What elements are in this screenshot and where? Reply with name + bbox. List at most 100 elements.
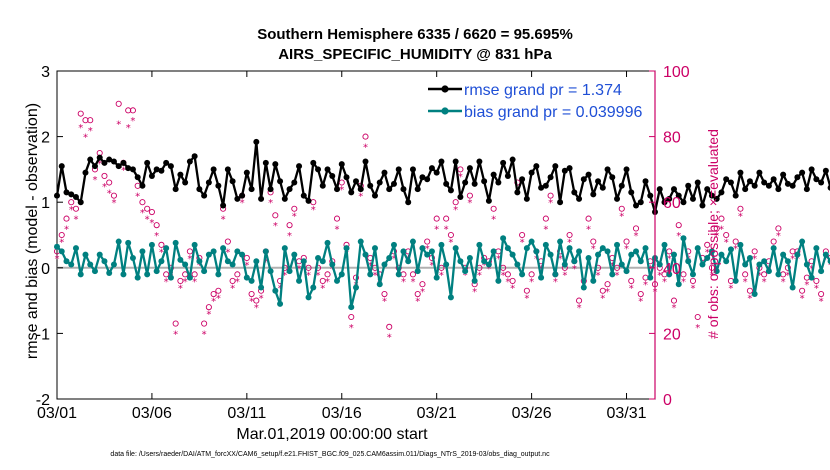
bias-point — [158, 258, 165, 265]
obs-evaluated-point: * — [724, 238, 729, 249]
bias-point — [780, 251, 787, 258]
obs-evaluated-point: * — [88, 126, 93, 137]
rmse-point — [500, 159, 507, 166]
rmse-point — [277, 178, 284, 185]
rmse-point — [485, 197, 492, 204]
rmse-point — [87, 156, 94, 163]
obs-evaluated-point: * — [240, 198, 245, 209]
obs-evaluated-point: * — [244, 261, 249, 272]
obs-possible-point — [628, 277, 635, 284]
obs-evaluated-point: * — [634, 231, 639, 242]
bias-point — [661, 241, 668, 248]
bias-point — [462, 268, 469, 275]
obs-evaluated-point: * — [562, 270, 567, 281]
bias-point — [172, 239, 179, 246]
bias-point — [428, 248, 435, 255]
bias-point — [54, 243, 60, 250]
x-tick-label: 03/26 — [512, 405, 552, 422]
bias-point — [338, 271, 345, 278]
obs-possible-point — [129, 107, 136, 114]
obs-possible-point — [414, 290, 421, 298]
obs-evaluated-point: * — [173, 329, 178, 340]
obs-evaluated-point: * — [221, 215, 226, 226]
obs-evaluated-point: * — [339, 185, 344, 196]
obs-possible-point — [144, 205, 151, 212]
obs-evaluated-point: * — [819, 297, 824, 308]
obs-possible-point — [519, 231, 526, 239]
bias-point — [376, 281, 383, 288]
obs-evaluated-point: * — [510, 283, 515, 294]
rmse-point — [362, 158, 369, 165]
obs-possible-point — [324, 271, 331, 278]
rmse-point — [367, 182, 374, 189]
obs-evaluated-point: * — [690, 283, 695, 294]
bias-point — [732, 277, 739, 284]
obs-possible-point — [433, 215, 440, 222]
rmse-point — [628, 189, 635, 196]
obs-evaluated-point: * — [69, 205, 74, 216]
axis-ticks: 03/01 03/06 03/11 03/16 03/21 03/26 03/31 -2 -1 0… — [36, 64, 690, 422]
bias-point — [134, 274, 141, 281]
obs-possible-point — [253, 297, 260, 304]
obs-evaluated-point: * — [709, 270, 714, 281]
obs-evaluated-point: * — [439, 270, 444, 281]
rmse-point — [595, 178, 602, 185]
obs-evaluated-point: * — [64, 224, 69, 235]
rmse-point — [514, 189, 521, 196]
obs-evaluated-point: * — [368, 261, 373, 272]
bias-point — [319, 258, 326, 265]
obs-evaluated-point: * — [600, 293, 605, 304]
bias-point — [699, 261, 706, 268]
bias-point — [647, 274, 654, 281]
rmse-point — [803, 186, 810, 193]
obs-possible-point — [737, 205, 744, 212]
bias-point — [196, 258, 203, 265]
obs-evaluated-point: * — [102, 182, 107, 193]
chart-subtitle: AIRS_SPECIFIC_HUMIDITY @ 831 hPa — [278, 46, 552, 63]
obs-evaluated-point: * — [391, 254, 396, 265]
bias-point — [72, 245, 79, 252]
obs-evaluated-point: * — [263, 257, 268, 268]
rmse-point — [338, 161, 345, 168]
obs-possible-point — [732, 238, 739, 245]
rmse-point — [614, 195, 621, 202]
bias-point — [457, 258, 464, 265]
bias-point — [400, 248, 407, 255]
obs-possible-point — [409, 271, 417, 278]
rmse-point — [794, 174, 801, 181]
obs-evaluated-point: * — [429, 261, 434, 272]
y2-tick-label: 80 — [663, 130, 681, 147]
obs-possible-point — [542, 215, 549, 222]
obs-evaluated-point: * — [187, 254, 192, 265]
rmse-point — [822, 167, 829, 174]
bias-point — [547, 251, 554, 258]
obs-evaluated-point: * — [534, 254, 539, 265]
obs-possible-point — [243, 254, 250, 262]
rmse-point — [576, 195, 583, 202]
obs-possible-point — [528, 271, 535, 278]
bias-point — [163, 245, 170, 252]
obs-possible-point — [670, 297, 678, 304]
footnote: data file: /Users/raeder/DAI/ATM_forcXX/… — [110, 451, 550, 458]
obs-evaluated-point: * — [695, 323, 700, 334]
bias-point — [63, 258, 70, 265]
rmse-point — [604, 166, 611, 173]
obs-evaluated-point: * — [306, 270, 311, 281]
rmse-point — [381, 169, 388, 176]
obs-possible-point — [466, 192, 473, 199]
rmse-point — [547, 174, 554, 181]
obs-evaluated-point: * — [543, 224, 548, 235]
rmse-point — [552, 163, 559, 170]
obs-evaluated-point: * — [235, 277, 240, 288]
rmse-point — [258, 195, 265, 202]
obs-evaluated-point: * — [325, 277, 330, 288]
obs-evaluated-point: * — [225, 247, 230, 258]
obs-evaluated-point: * — [572, 264, 577, 275]
bias-point — [485, 261, 492, 268]
obs-evaluated-point: * — [539, 264, 544, 275]
rmse-point — [68, 191, 75, 198]
bias-point — [438, 241, 445, 248]
rmse-point — [262, 159, 269, 166]
obs-possible-point — [490, 205, 497, 212]
obs-evaluated-point: * — [591, 244, 596, 255]
